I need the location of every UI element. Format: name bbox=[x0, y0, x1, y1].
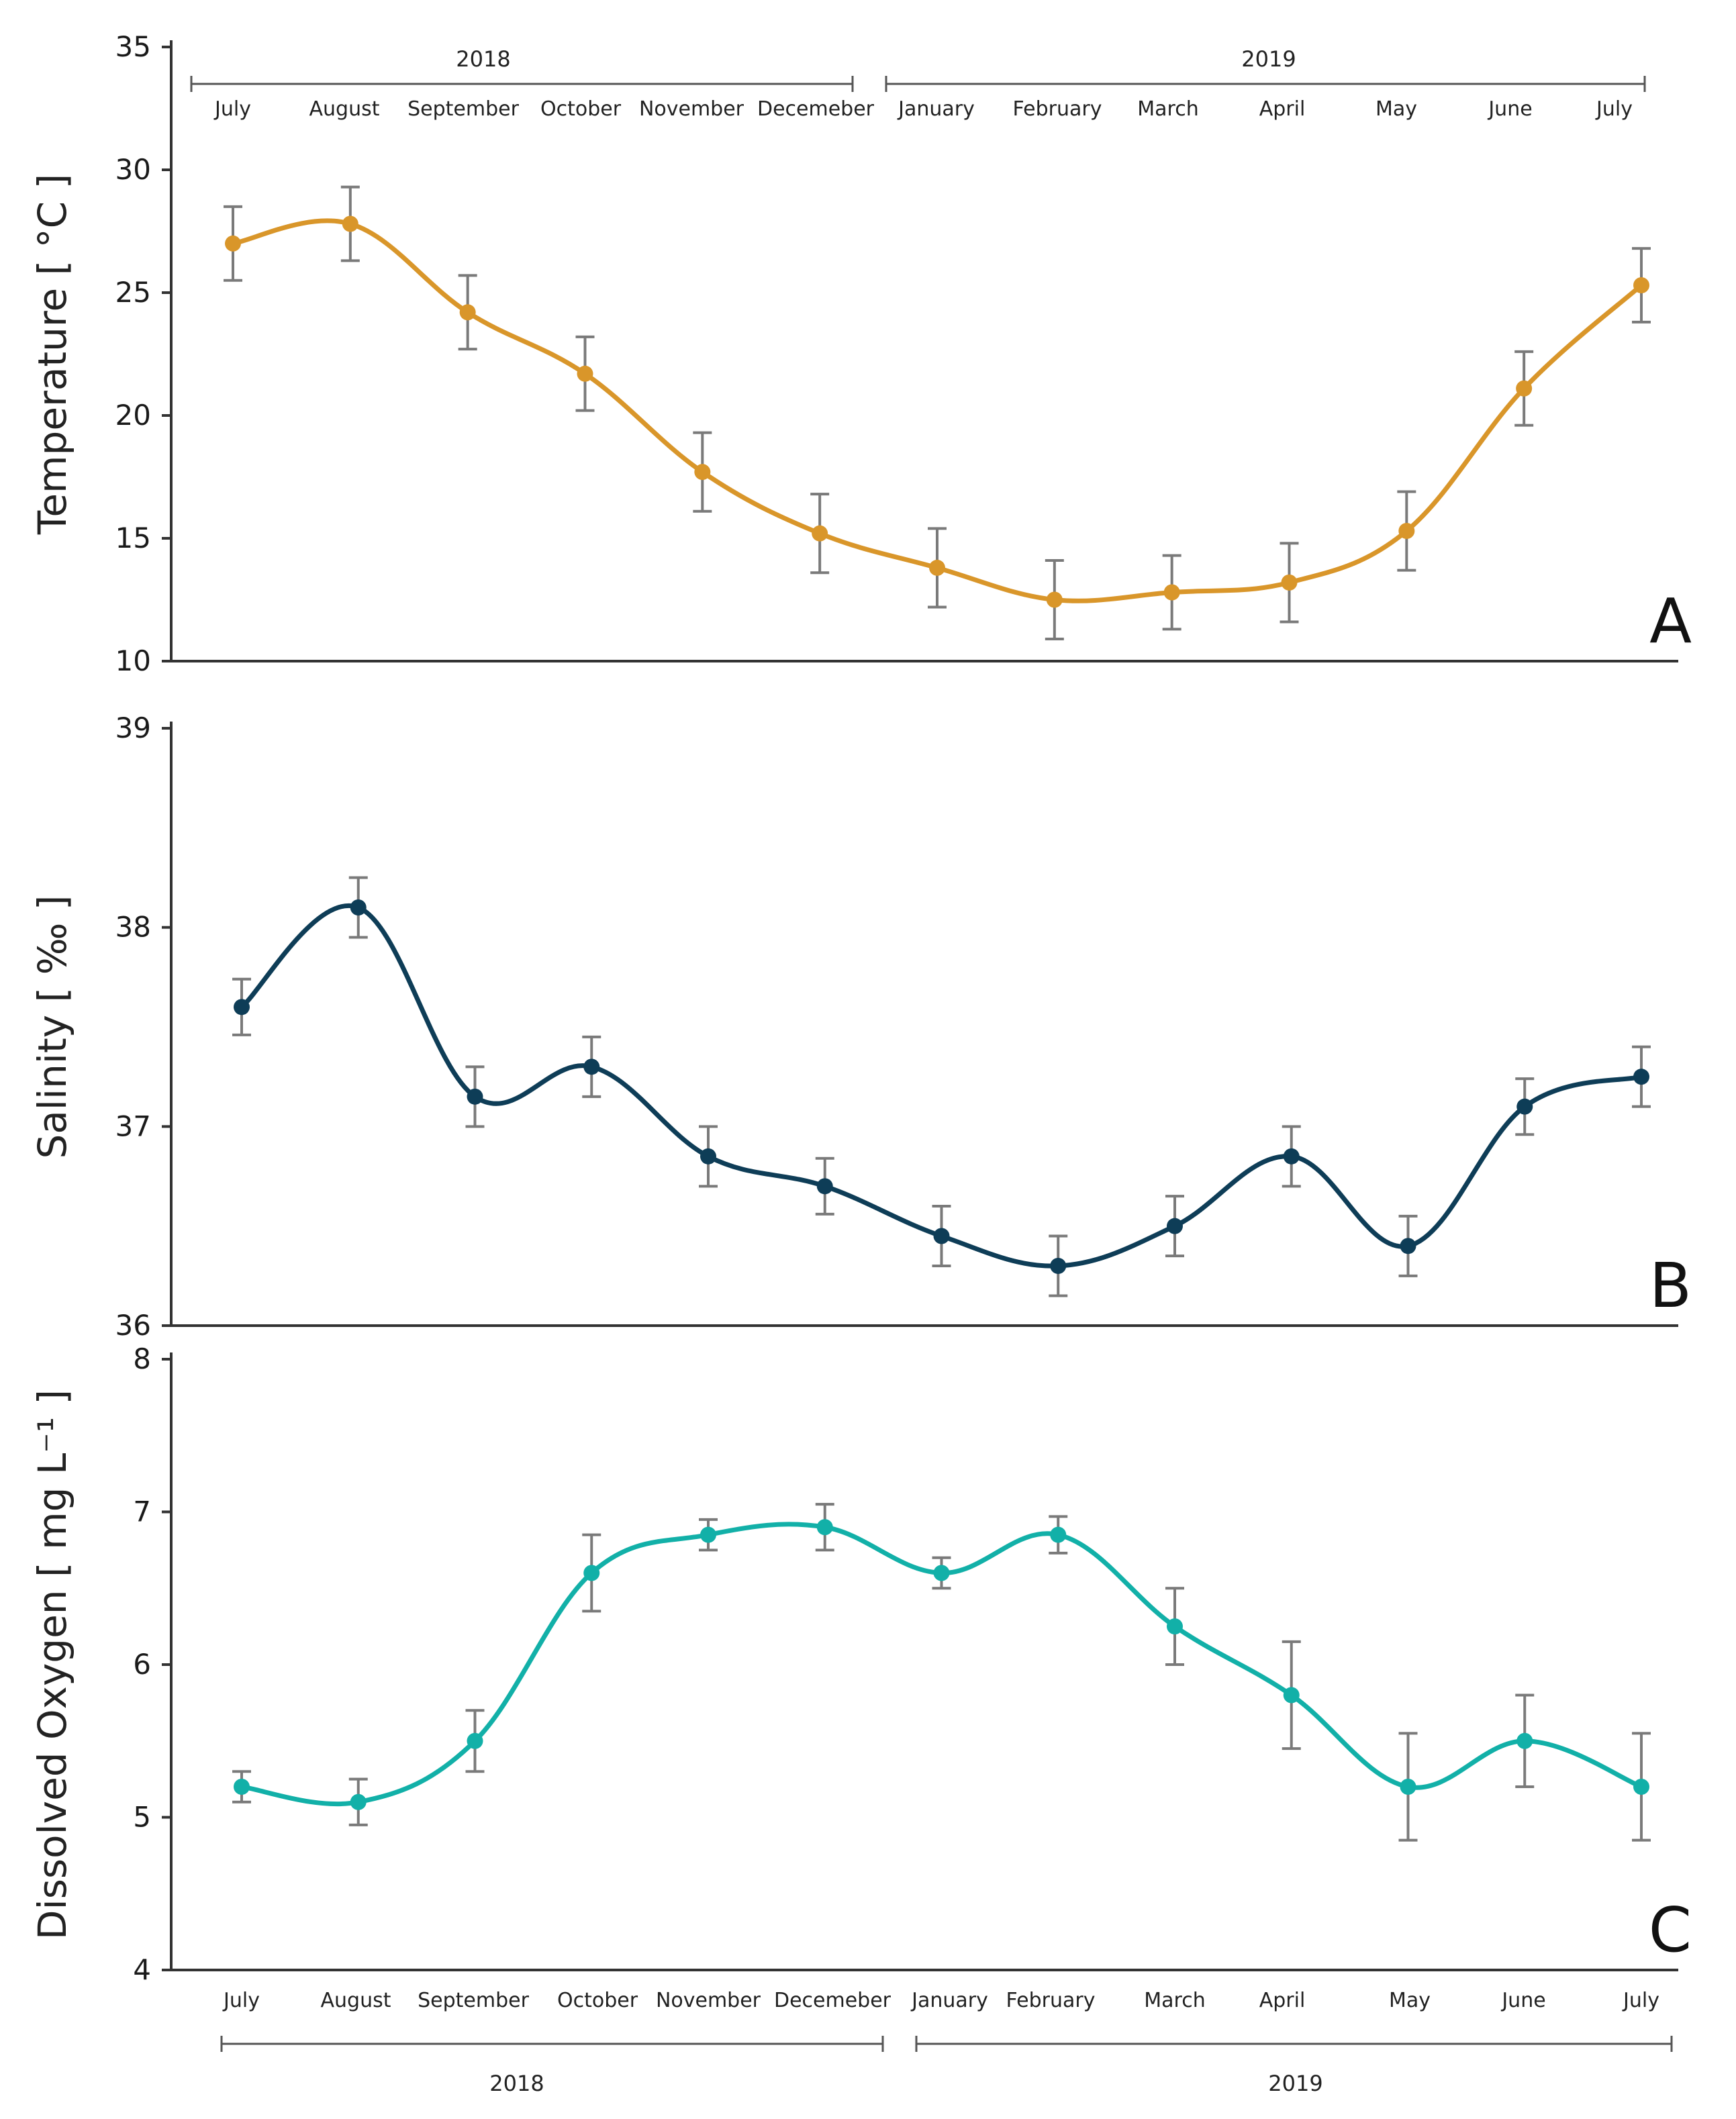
year-label-2019: 2019 bbox=[1268, 2071, 1322, 2096]
month-label: September bbox=[418, 1989, 529, 2012]
y-axis-title: Salinity [ ‰ ] bbox=[30, 895, 75, 1159]
data-point bbox=[1400, 1779, 1416, 1795]
data-point bbox=[816, 1178, 833, 1195]
y-tick-label: 6 bbox=[133, 1648, 151, 1681]
y-tick-label: 8 bbox=[133, 1342, 151, 1375]
y-tick-label: 10 bbox=[115, 644, 151, 677]
month-label: July bbox=[1622, 1989, 1659, 2012]
y-tick-label: 5 bbox=[133, 1801, 151, 1834]
month-label: February bbox=[1006, 1989, 1096, 2012]
data-point bbox=[1050, 1258, 1067, 1274]
month-label: February bbox=[1013, 97, 1102, 121]
y-tick-label: 4 bbox=[133, 1953, 151, 1986]
month-label: April bbox=[1259, 1989, 1306, 2012]
data-point bbox=[1398, 523, 1415, 540]
panel-letter: C bbox=[1649, 1894, 1692, 1966]
data-point bbox=[583, 1565, 600, 1581]
data-point bbox=[583, 1058, 600, 1075]
data-point bbox=[694, 464, 711, 481]
data-point bbox=[467, 1088, 483, 1105]
data-point bbox=[1283, 1687, 1300, 1704]
y-axis-title: Temperature [ °C ] bbox=[30, 174, 75, 535]
data-point bbox=[467, 1732, 483, 1749]
data-point bbox=[1167, 1618, 1183, 1635]
panel-letter: B bbox=[1649, 1250, 1692, 1322]
y-tick-label: 36 bbox=[115, 1309, 151, 1342]
data-point bbox=[1516, 380, 1533, 397]
panel-c-dissolved-oxygen: 4 5 6 7 8 Dissolved Oxygen [ mg L⁻¹ ] C July Aug… bbox=[30, 1342, 1692, 2096]
month-label: March bbox=[1144, 1989, 1205, 2012]
month-label: May bbox=[1389, 1989, 1431, 2012]
month-label: April bbox=[1259, 97, 1306, 121]
panel-letter: A bbox=[1649, 585, 1692, 657]
month-label: October bbox=[540, 97, 622, 121]
y-tick-label: 35 bbox=[115, 30, 151, 63]
data-point bbox=[1633, 1779, 1649, 1795]
data-point bbox=[1050, 1526, 1067, 1543]
month-label: November bbox=[639, 97, 744, 121]
data-point bbox=[225, 235, 241, 252]
data-point bbox=[342, 215, 358, 232]
y-tick-label: 7 bbox=[133, 1495, 151, 1528]
data-point bbox=[350, 899, 367, 916]
data-point bbox=[1400, 1238, 1416, 1254]
month-label: August bbox=[321, 1989, 391, 2012]
y-tick-label: 38 bbox=[115, 911, 151, 944]
data-point bbox=[1516, 1098, 1533, 1115]
data-point bbox=[234, 1779, 250, 1795]
y-tick-label: 37 bbox=[115, 1110, 151, 1142]
month-label: January bbox=[910, 1989, 988, 2012]
data-point bbox=[933, 1228, 950, 1244]
month-label: January bbox=[897, 97, 975, 121]
data-point bbox=[577, 365, 593, 382]
y-tick-label: 25 bbox=[115, 276, 151, 309]
month-label: July bbox=[213, 97, 251, 121]
month-label: June bbox=[1500, 1989, 1545, 2012]
panel-b-salinity: 36 37 38 39 Salinity [ ‰ ] B bbox=[30, 711, 1692, 1342]
data-point bbox=[1046, 591, 1063, 608]
month-label: March bbox=[1137, 97, 1198, 121]
month-label: July bbox=[222, 1989, 260, 2012]
data-point bbox=[350, 1793, 367, 1810]
month-label: September bbox=[407, 97, 519, 121]
data-point bbox=[816, 1519, 833, 1536]
y-tick-label: 30 bbox=[115, 153, 151, 186]
data-point bbox=[933, 1565, 950, 1581]
month-label: October bbox=[557, 1989, 638, 2012]
data-point bbox=[812, 525, 828, 542]
month-label: May bbox=[1376, 97, 1417, 121]
year-label-2018: 2018 bbox=[489, 2071, 544, 2096]
data-point bbox=[929, 559, 945, 576]
data-point bbox=[1167, 1218, 1183, 1234]
data-point bbox=[1516, 1732, 1533, 1749]
data-point bbox=[1633, 1069, 1649, 1085]
data-point bbox=[1283, 1148, 1300, 1165]
year-label-2018: 2018 bbox=[456, 46, 510, 72]
data-point bbox=[700, 1148, 716, 1165]
y-axis-title: Dissolved Oxygen [ mg L⁻¹ ] bbox=[30, 1389, 75, 1940]
month-label: June bbox=[1487, 97, 1532, 121]
data-point bbox=[459, 304, 476, 321]
month-label: July bbox=[1595, 97, 1633, 121]
month-label: Decemeber bbox=[774, 1989, 891, 2012]
data-point bbox=[1281, 574, 1298, 591]
month-label: August bbox=[309, 97, 380, 121]
data-point bbox=[1163, 584, 1180, 601]
y-tick-label: 20 bbox=[115, 399, 151, 432]
year-label-2019: 2019 bbox=[1241, 46, 1296, 72]
y-tick-label: 39 bbox=[115, 711, 151, 744]
panel-a-temperature: 10 15 20 25 30 35 Temperature [ °C ] A July Augus… bbox=[30, 30, 1692, 677]
month-label: Decemeber bbox=[757, 97, 875, 121]
data-point bbox=[1633, 277, 1649, 294]
y-tick-label: 15 bbox=[115, 522, 151, 554]
month-label: November bbox=[656, 1989, 761, 2012]
data-point bbox=[234, 999, 250, 1016]
data-point bbox=[700, 1526, 716, 1543]
